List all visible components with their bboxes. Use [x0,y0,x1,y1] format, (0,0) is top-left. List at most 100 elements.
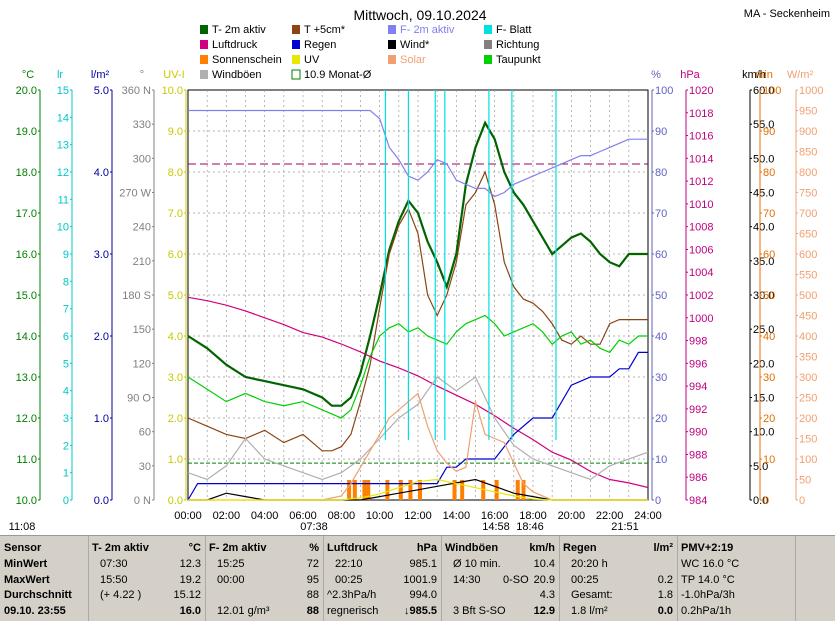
sunshine-bar [460,480,465,500]
axis-tick-label: 850 [799,147,817,159]
series-line [188,109,648,198]
legend-label: Solar [400,54,426,66]
hum-min-time: 15:25 [217,558,245,570]
axis-tick-label: 2.0 [94,331,109,343]
legend-label: UV [304,54,320,66]
axis-tick-label: 1 [63,468,69,480]
axis-tick-label: 2.0 [168,413,183,425]
hum-max-time: 00:00 [217,574,245,586]
axis-tick-label: 360 N [122,85,151,97]
x-tick-label: 22:00 [596,510,624,522]
series-line [187,314,648,419]
rain-now-label: 1.8 l/m² [571,605,608,617]
rain-avg-label: Gesamt: [571,589,613,601]
hum-min: 72 [306,558,319,570]
axis-tick-label: 12.0 [16,413,37,425]
temp-min: 12.3 [179,558,201,570]
legend-label: T- 2m aktiv [212,24,266,36]
x-tick-label: 10:00 [366,510,394,522]
x-tick-label: 02:00 [213,510,241,522]
axis-tick-label: 30 [763,372,775,384]
x-tick-label: 12:00 [404,510,432,522]
sun-marker-label: 21:51 [611,521,639,533]
temp-unit: °C [188,542,201,554]
axis-tick-label: 1000 [689,313,713,325]
axis-tick-label: 14 [57,112,69,124]
axis-tick-label: 20.0 [16,85,37,97]
axis-unit: W/m² [787,69,814,81]
axis-tick-label: 12 [57,167,69,179]
legend-label: F- Blatt [496,24,531,36]
legend-label: Wind* [400,39,430,51]
legend-swatch [292,55,300,64]
axis-tick-label: 1006 [689,244,713,256]
axis-tick-label: 50 [655,290,667,302]
axis-tick-label: 13 [57,140,69,152]
press-max-time: 00:25 [335,574,363,586]
axis-tick-label: 19.0 [16,126,37,138]
sensor-max: MaxWert [4,574,50,586]
legend-swatch [291,69,301,80]
axis-tick-label: 100 [655,85,673,97]
axis-tick-label: 400 [799,331,817,343]
axis-tick-label: 3.0 [168,372,183,384]
axis-tick-label: 40 [655,331,667,343]
axis-tick-label: 6.0 [168,249,183,261]
sunshine-bar [352,480,357,500]
legend-swatch [388,25,396,34]
temp-avg: 15.12 [173,589,201,601]
series-line [187,170,648,452]
axis-tick-label: 8 [63,276,69,288]
axis-tick-label: 4.0 [94,167,109,179]
axis-tick-label: 70 [655,208,667,220]
press-max: 1001.9 [403,574,437,586]
axis-tick-label: 50 [799,475,811,487]
axis-tick-label: 10.0 [16,495,37,507]
axis-tick-label: 300 [133,153,151,165]
axis-tick-label: 9.0 [168,126,183,138]
hum-avg: 88 [306,589,319,601]
temp-max: 19.2 [179,574,201,586]
wind-now: 12.9 [533,605,555,617]
axis-tick-label: 550 [799,270,817,282]
axis-tick-label: 2 [63,440,69,452]
legend-swatch [200,25,208,34]
temp-now: 16.0 [179,605,201,617]
pmv-line4: 0.2hPa/1h [681,605,732,617]
x-tick-label: 14:00 [443,510,471,522]
axis-tick-label: 7 [63,304,69,316]
axis-tick-label: 5.0 [94,85,109,97]
axis-tick-label: 10.0 [753,427,774,439]
legend-swatch [484,25,492,34]
press-avg: 994.0 [409,589,437,601]
axis-tick-label: 0.0 [753,495,768,507]
axis-tick-label: 180 S [122,290,151,302]
temp-min-time: 07:30 [100,558,128,570]
axis-tick-label: 1012 [689,176,713,188]
axis-tick-label: 30.0 [753,290,774,302]
axis-unit: ° [140,69,144,81]
sensor-title: Sensor [4,542,42,554]
axis-tick-label: 8.0 [168,167,183,179]
axis-tick-label: 1016 [689,131,713,143]
legend-swatch [388,40,396,49]
temp-title: T- 2m aktiv [92,542,149,554]
axis-tick-label: 800 [799,167,817,179]
axis-tick-label: 20.0 [753,358,774,370]
axis-tick-label: 1.0 [94,413,109,425]
axis-tick-label: 150 [799,434,817,446]
x-tick-label: 00:00 [174,510,202,522]
sunshine-bar [515,480,520,500]
axis-tick-label: 1.0 [168,454,183,466]
temp-max-time: 15:50 [100,574,128,586]
axis-tick-label: 60.0 [753,85,774,97]
axis-tick-label: 700 [799,208,817,220]
sunshine-bar [398,480,403,500]
axis-tick-label: 60 [763,249,775,261]
axis-tick-label: 984 [689,495,707,507]
axis-tick-label: 996 [689,358,707,370]
axis-tick-label: 994 [689,381,707,393]
axis-tick-label: 70 [763,208,775,220]
press-now: ↓985.5 [403,605,437,617]
axis-unit: hPa [680,69,700,81]
